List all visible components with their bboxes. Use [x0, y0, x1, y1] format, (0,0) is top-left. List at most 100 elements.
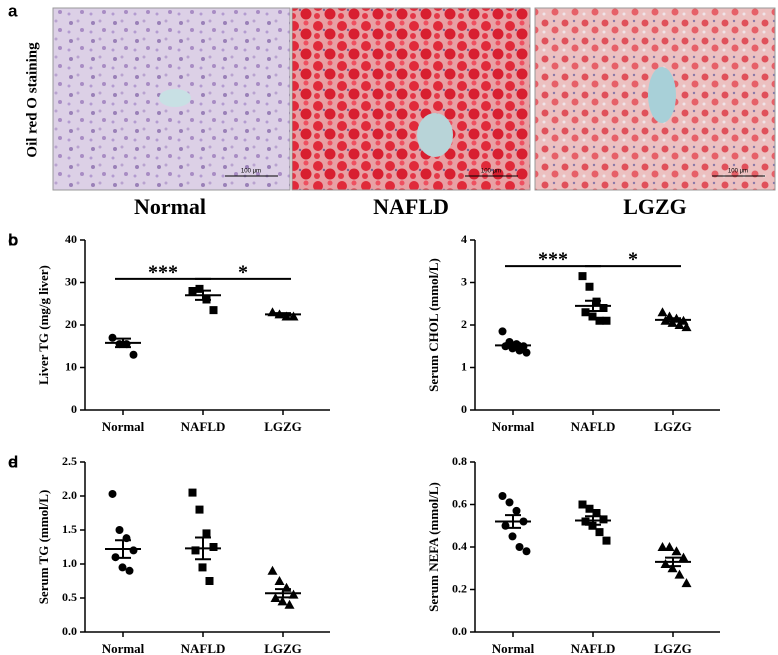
data-point — [522, 348, 531, 357]
y-tick-label: 0.4 — [452, 539, 467, 553]
data-point — [284, 599, 295, 609]
significance-label: * — [628, 249, 638, 271]
micrograph: 100 μm — [534, 7, 776, 191]
data-point — [125, 566, 134, 575]
data-point — [585, 504, 594, 513]
x-tick-label: Normal — [492, 419, 535, 434]
significance-label: *** — [538, 249, 568, 271]
data-point — [498, 327, 507, 336]
data-point — [678, 552, 689, 562]
data-point — [277, 596, 288, 606]
data-point — [188, 488, 197, 497]
data-point — [209, 543, 218, 551]
data-point — [505, 498, 514, 507]
data-point — [674, 569, 685, 579]
x-tick-label: NAFLD — [181, 419, 226, 434]
data-point — [599, 515, 608, 524]
error-bar — [665, 317, 681, 323]
y-tick-label: 3 — [461, 274, 467, 288]
y-tick-label: 2.0 — [62, 488, 77, 502]
data-point — [657, 542, 668, 551]
data-point — [667, 563, 678, 573]
y-tick-label: 30 — [65, 274, 77, 288]
data-point — [209, 306, 218, 315]
y-axis-label: Serum TG (mmol/L) — [36, 490, 51, 605]
data-point — [595, 316, 604, 325]
data-point — [581, 517, 590, 526]
data-point — [188, 287, 197, 295]
y-tick-label: 20 — [65, 317, 77, 331]
image-caption: NAFLD — [373, 194, 449, 219]
data-point — [129, 350, 138, 359]
scale-bar-label: 100 μm — [728, 169, 748, 175]
error-bar — [505, 514, 521, 529]
data-point — [592, 509, 601, 517]
data-point — [664, 542, 675, 551]
y-tick-label: 2 — [461, 317, 467, 331]
y-tick-label: 1.0 — [62, 556, 77, 570]
data-point — [288, 311, 299, 321]
data-point — [515, 543, 524, 551]
data-point — [578, 500, 587, 509]
significance-label: *** — [148, 261, 178, 283]
error-bar — [275, 588, 291, 599]
error-bar — [585, 299, 601, 312]
data-point — [274, 576, 285, 585]
data-point — [108, 333, 117, 342]
data-point — [115, 526, 124, 534]
x-tick-label: LGZG — [264, 641, 302, 655]
data-point — [498, 492, 507, 500]
data-point — [581, 308, 590, 317]
y-axis-label: Serum NEFA (mmol/L) — [426, 482, 441, 612]
y-tick-label: 0.2 — [452, 581, 467, 595]
x-tick-label: NAFLD — [571, 641, 616, 655]
data-point — [578, 272, 587, 281]
y-axis-label: Oil red O staining — [24, 42, 40, 158]
scale-bar-label: 100 μm — [481, 169, 501, 175]
panel-label: d — [8, 452, 18, 471]
data-point — [681, 578, 692, 588]
y-tick-label: 40 — [65, 232, 77, 246]
x-tick-label: Normal — [102, 419, 145, 434]
significance-label: * — [238, 261, 248, 283]
y-tick-label: 0.5 — [62, 590, 77, 604]
data-point — [602, 536, 611, 545]
error-bar — [585, 515, 601, 526]
data-point — [195, 505, 204, 514]
data-point — [108, 489, 117, 498]
x-tick-label: NAFLD — [181, 641, 226, 655]
image-caption: LGZG — [623, 194, 687, 219]
data-point — [657, 307, 668, 317]
y-tick-label: 1.5 — [62, 522, 77, 536]
panel-label: a — [8, 1, 18, 20]
panel-label: e — [8, 452, 17, 471]
x-tick-label: NAFLD — [571, 419, 616, 434]
y-axis-label: Serum CHOL (mmol/L) — [426, 258, 441, 392]
data-point — [267, 565, 278, 575]
data-point — [205, 577, 214, 585]
data-point — [599, 304, 608, 312]
error-bar — [115, 337, 131, 349]
error-bar — [195, 289, 211, 301]
data-point — [191, 546, 200, 555]
error-bar — [115, 539, 131, 559]
error-bar — [195, 536, 211, 561]
micrograph: 100 μm — [52, 7, 291, 191]
y-tick-label: 0.8 — [452, 454, 467, 468]
panel-label: c — [8, 230, 17, 249]
y-tick-label: 0.0 — [62, 624, 77, 638]
x-tick-label: Normal — [492, 641, 535, 655]
data-point — [118, 563, 127, 572]
error-bar — [275, 312, 291, 317]
y-axis-label: Liver TG (mg/g liver) — [36, 265, 51, 385]
error-bar — [505, 342, 521, 349]
x-tick-label: LGZG — [654, 419, 692, 434]
data-point — [195, 284, 204, 293]
data-point — [198, 563, 207, 572]
data-point — [202, 529, 211, 538]
data-point — [602, 316, 611, 325]
data-point — [674, 320, 685, 329]
data-point — [671, 546, 682, 556]
data-point — [129, 546, 138, 555]
